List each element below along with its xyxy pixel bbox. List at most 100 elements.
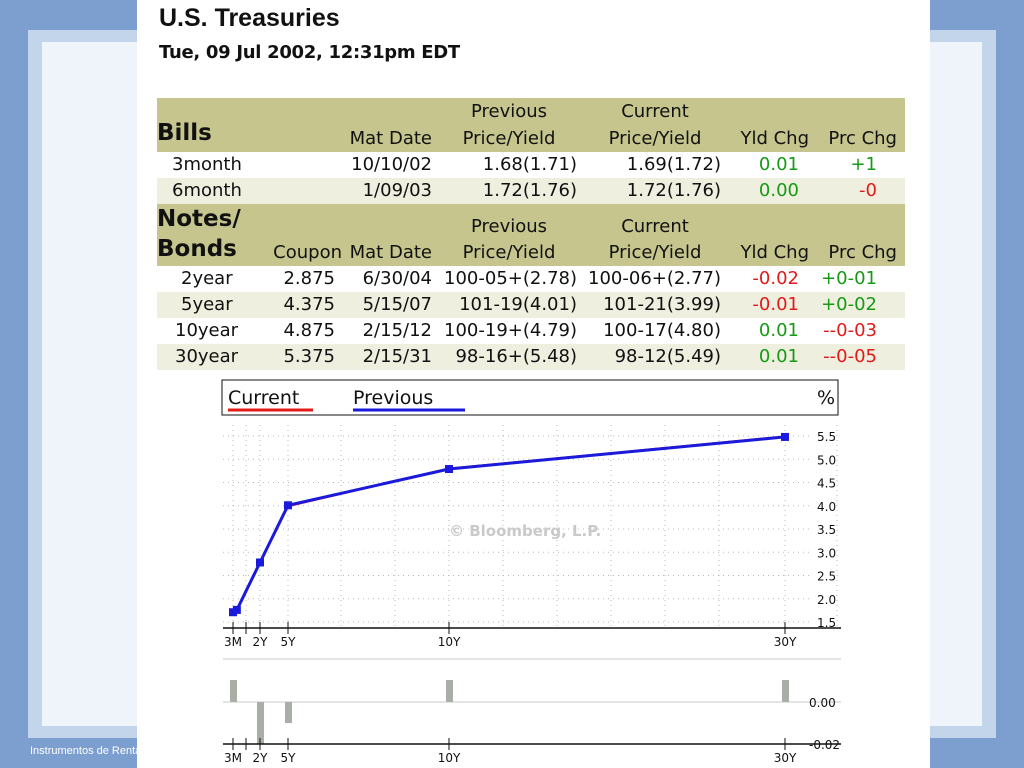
table-row: 10year 4.875 2/15/12 100-19+(4.79) 100-1…	[157, 318, 905, 344]
column-header-current-sub: Price/Yield	[608, 128, 702, 149]
yield-curve-plot	[229, 432, 789, 617]
yld-chg-cell: 0.01	[758, 346, 799, 367]
treasuries-table: Bills Mat Date Previous Price/Yield Curr…	[157, 98, 905, 370]
x-tick-label: 30Y	[774, 635, 797, 649]
data-point	[781, 432, 789, 441]
prc-chg-cell: +0-02	[821, 294, 877, 315]
coupon-cell: 5.375	[283, 346, 335, 367]
notes-section-label: Notes/	[157, 206, 241, 232]
column-header-previous: Previous	[470, 101, 548, 122]
y-axis: 1.5 2.0 2.5 3.0 3.5 4.0 4.5 5.0 5.5	[817, 430, 836, 630]
mat-date-cell: 1/09/03	[362, 180, 432, 201]
previous-cell: 98-16+(5.48)	[455, 346, 577, 367]
legend-box	[221, 379, 839, 416]
current-cell: 1.69(1.72)	[626, 154, 721, 175]
prc-chg-cell: +0-01	[821, 268, 877, 289]
column-header-yld-chg: Yld Chg	[740, 242, 809, 263]
current-cell: 100-06+(2.77)	[588, 268, 721, 289]
mat-date-cell: 2/15/12	[362, 320, 432, 341]
y-tick-label: 4.5	[817, 477, 836, 491]
mat-date-cell: 5/15/07	[362, 294, 432, 315]
legend-label-current: Current	[228, 387, 299, 409]
x-axis: 3M 2Y 5Y 10Y 30Y	[223, 622, 841, 649]
prc-chg-cell: --0-05	[823, 346, 877, 367]
x-tick-label: 3M	[224, 751, 242, 765]
previous-cell: 1.72(1.76)	[482, 180, 577, 201]
previous-cell: 1.68(1.71)	[482, 154, 577, 175]
column-header-prc-chg: Prc Chg	[828, 242, 897, 263]
bills-header-row: Bills Mat Date Previous Price/Yield Curr…	[157, 98, 905, 152]
y-tick-label: 5.5	[817, 430, 836, 444]
table-row: 30year 5.375 2/15/31 98-16+(5.48) 98-12(…	[157, 344, 905, 370]
current-cell: 1.72(1.76)	[626, 180, 721, 201]
y-tick-label: -0.02	[809, 738, 840, 752]
prc-chg-cell: -0	[859, 180, 877, 201]
mat-date-cell: 10/10/02	[351, 154, 432, 175]
column-header-mat-date: Mat Date	[349, 242, 432, 263]
coupon-cell: 2.875	[283, 268, 335, 289]
x-tick-label: 10Y	[438, 635, 461, 649]
mat-date-cell: 6/30/04	[362, 268, 432, 289]
watermark: © Bloomberg, L.P.	[449, 522, 601, 540]
coupon-cell: 4.375	[283, 294, 335, 315]
timestamp: Tue, 09 Jul 2002, 12:31pm EDT	[159, 42, 460, 63]
prc-chg-cell: --0-03	[823, 320, 877, 341]
column-header-previous-sub: Price/Yield	[462, 242, 556, 263]
yld-chg-cell: -0.02	[752, 268, 799, 289]
bills-section-label: Bills	[157, 120, 212, 146]
y-tick-label: 3.5	[817, 523, 836, 537]
current-cell: 100-17(4.80)	[603, 320, 721, 341]
column-header-previous: Previous	[470, 216, 548, 237]
page-title: U.S. Treasuries	[159, 4, 340, 32]
previous-cell: 100-05+(2.78)	[444, 268, 577, 289]
notes-header-row: Notes/ Bonds Coupon Mat Date Previous Pr…	[157, 204, 905, 266]
current-cell: 101-21(3.99)	[603, 294, 721, 315]
yld-chg-cell: 0.00	[758, 180, 799, 201]
column-header-yld-chg: Yld Chg	[740, 128, 809, 149]
x-tick-label: 30Y	[774, 751, 797, 765]
term-cell: 30year	[175, 346, 239, 367]
column-header-current: Current	[621, 216, 689, 237]
y-tick-label: 1.5	[817, 616, 836, 630]
column-header-current: Current	[621, 101, 689, 122]
column-header-mat-date: Mat Date	[349, 128, 432, 149]
y-tick-label: 4.0	[817, 500, 836, 514]
x-tick-label: 5Y	[281, 635, 297, 649]
y-tick-label: 2.5	[817, 570, 836, 584]
term-cell: 10year	[175, 320, 239, 341]
change-bar	[782, 680, 789, 702]
y-tick-label: 5.0	[817, 453, 836, 467]
y-tick-label: 3.0	[817, 546, 836, 560]
bonds-section-label: Bonds	[157, 236, 237, 262]
unit-label: %	[817, 387, 835, 409]
y-tick-label: 2.0	[817, 593, 836, 607]
previous-cell: 100-19+(4.79)	[444, 320, 577, 341]
footer-text: Instrumentos de Renta Fija	[30, 745, 140, 757]
change-bar	[446, 680, 453, 702]
change-bar	[257, 702, 264, 744]
yield-change-bars	[230, 680, 789, 744]
x-tick-label: 2Y	[253, 635, 269, 649]
change-x-axis: 3M 2Y 5Y 10Y 30Y	[223, 738, 841, 765]
term-cell: 2year	[181, 268, 233, 289]
treasuries-panel: U.S. Treasuries Tue, 09 Jul 2002, 12:31p…	[137, 0, 930, 768]
change-grid	[223, 658, 841, 703]
table-row: 2year 2.875 6/30/04 100-05+(2.78) 100-06…	[157, 266, 905, 292]
prc-chg-cell: +1	[850, 154, 877, 175]
yield-curve-chart: Current Previous % © Bloomberg, L.P. 3M 2…	[221, 379, 841, 765]
data-point	[256, 558, 264, 567]
term-cell: 5year	[181, 294, 233, 315]
column-header-current-sub: Price/Yield	[608, 242, 702, 263]
legend-label-previous: Previous	[353, 387, 433, 409]
column-header-previous-sub: Price/Yield	[462, 128, 556, 149]
y-tick-label: 0.00	[809, 696, 836, 710]
x-tick-label: 2Y	[253, 751, 269, 765]
data-point	[232, 605, 241, 614]
yld-chg-cell: 0.01	[758, 320, 799, 341]
change-bar	[230, 680, 237, 702]
mat-date-cell: 2/15/31	[362, 346, 432, 367]
current-cell: 98-12(5.49)	[614, 346, 721, 367]
data-point	[284, 501, 292, 510]
table-row: 3month 10/10/02 1.68(1.71) 1.69(1.72) 0.…	[157, 152, 905, 178]
table-row: 6month 1/09/03 1.72(1.76) 1.72(1.76) 0.0…	[157, 178, 905, 204]
